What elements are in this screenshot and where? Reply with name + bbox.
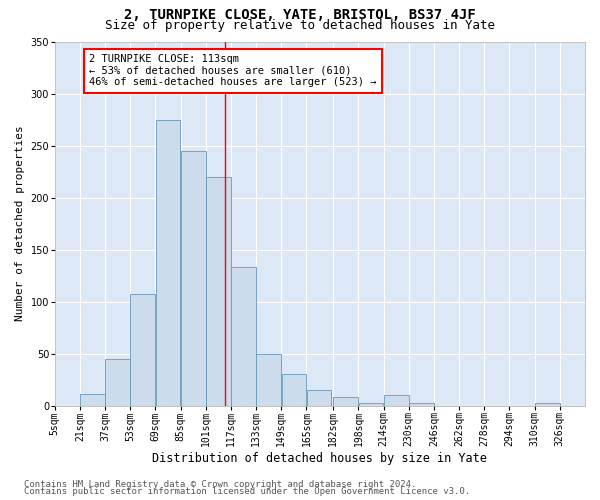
Bar <box>206 177 231 406</box>
Bar <box>281 374 306 406</box>
Text: 2 TURNPIKE CLOSE: 113sqm
← 53% of detached houses are smaller (610)
46% of semi-: 2 TURNPIKE CLOSE: 113sqm ← 53% of detach… <box>89 54 377 88</box>
Bar <box>130 294 155 406</box>
Text: Contains HM Land Registry data © Crown copyright and database right 2024.: Contains HM Land Registry data © Crown c… <box>24 480 416 489</box>
Bar <box>256 354 281 406</box>
Bar <box>307 390 331 406</box>
Text: Contains public sector information licensed under the Open Government Licence v3: Contains public sector information licen… <box>24 487 470 496</box>
Text: Size of property relative to detached houses in Yate: Size of property relative to detached ho… <box>105 19 495 32</box>
Y-axis label: Number of detached properties: Number of detached properties <box>15 126 25 322</box>
Bar <box>535 402 560 406</box>
X-axis label: Distribution of detached houses by size in Yate: Distribution of detached houses by size … <box>152 452 487 465</box>
Bar <box>181 150 206 406</box>
Bar <box>409 402 434 406</box>
Bar <box>384 395 409 406</box>
Bar <box>334 398 358 406</box>
Bar <box>155 120 181 406</box>
Bar <box>80 394 105 406</box>
Text: 2, TURNPIKE CLOSE, YATE, BRISTOL, BS37 4JF: 2, TURNPIKE CLOSE, YATE, BRISTOL, BS37 4… <box>124 8 476 22</box>
Bar <box>231 268 256 406</box>
Bar <box>359 402 383 406</box>
Bar <box>106 359 130 406</box>
